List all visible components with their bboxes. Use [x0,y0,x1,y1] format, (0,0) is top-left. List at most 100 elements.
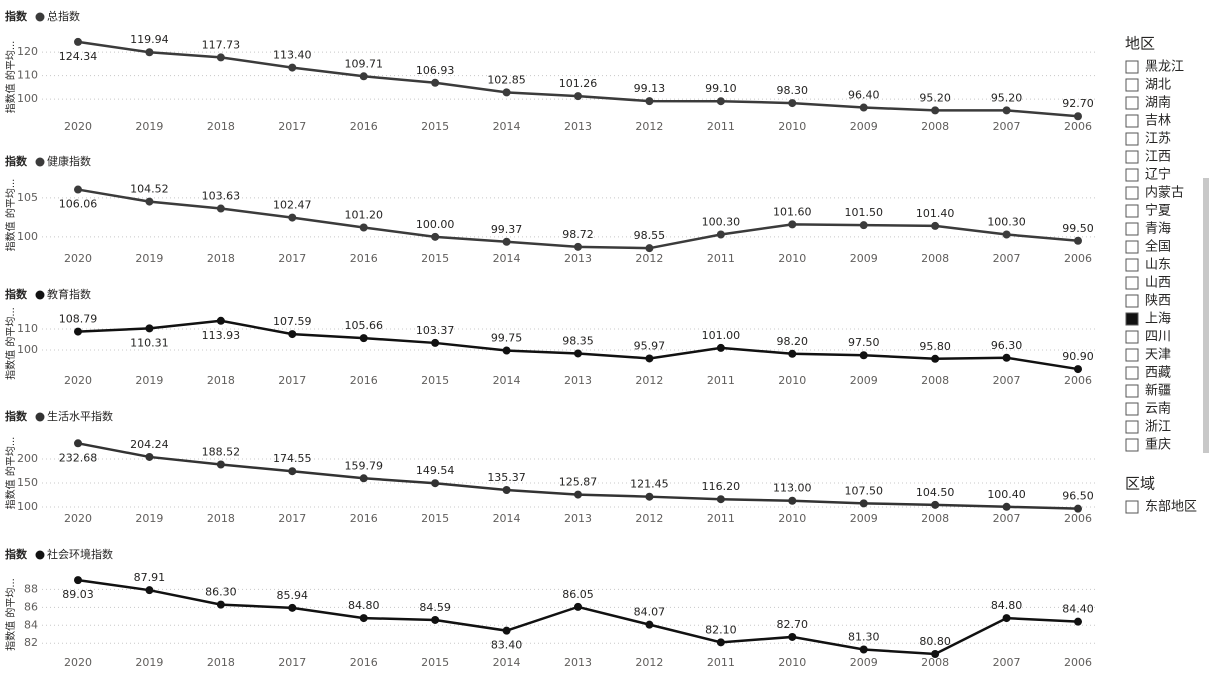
point [574,92,582,101]
checkbox[interactable] [1125,402,1139,416]
slicer-item-label[interactable]: 湖北 [1145,78,1171,93]
slicer-item-label[interactable]: 东部地区 [1145,500,1197,515]
slicer-item[interactable]: 吉林 [1125,114,1171,129]
point [216,600,225,609]
slicer-item[interactable]: 浙江 [1125,420,1171,435]
checkbox[interactable] [1125,276,1139,290]
checkbox[interactable] [1125,78,1139,92]
slicer-item-label[interactable]: 新疆 [1145,383,1171,399]
data-label: 107.50 [844,484,883,497]
legend-label: 生活水平指数 [47,409,113,423]
slicer-item[interactable]: 四川 [1125,330,1171,345]
checkbox[interactable] [1125,240,1139,254]
checkbox[interactable] [1125,222,1139,236]
point [788,349,797,358]
checkbox[interactable] [1125,500,1139,514]
checkbox[interactable] [1125,204,1139,218]
slicer-item-label[interactable]: 云南 [1145,401,1171,417]
point [716,343,725,352]
slicer-item[interactable]: 内蒙古 [1125,185,1184,201]
slicer-item-label[interactable]: 湖南 [1145,95,1171,111]
point [74,37,82,46]
slicer-item[interactable]: 山东 [1125,258,1171,273]
checkbox[interactable] [1125,438,1139,452]
slicer-item[interactable]: 云南 [1125,401,1171,417]
checkbox[interactable] [1125,294,1139,308]
chart-title: 指数 [5,547,28,561]
slicer-item-label[interactable]: 江西 [1145,150,1171,165]
point [359,72,368,81]
slicer-item-label[interactable]: 辽宁 [1145,167,1171,183]
checkbox[interactable] [1125,132,1139,146]
slicer-item[interactable]: 山西 [1125,276,1171,291]
slicer-item[interactable]: 上海 [1125,312,1171,327]
y-tick-label: 82 [24,636,38,649]
slicer-item-label[interactable]: 山东 [1145,258,1171,273]
x-tick-label: 2012 [635,252,663,265]
point [145,324,154,333]
checkbox[interactable] [1125,96,1139,110]
checkbox[interactable] [1125,114,1139,128]
slicer-item-label[interactable]: 上海 [1145,312,1171,327]
slicer-item-label[interactable]: 重庆 [1145,437,1171,453]
slicer-item[interactable]: 全国 [1125,239,1171,255]
slicer-item-label[interactable]: 黑龙江 [1145,60,1184,75]
slicer-item-label[interactable]: 青海 [1145,222,1171,237]
point [1002,353,1011,362]
data-label: 109.71 [344,57,383,70]
slicer-item-label[interactable]: 吉林 [1145,114,1171,129]
point [788,220,797,229]
x-tick-label: 2013 [564,252,592,265]
checkbox[interactable] [1125,330,1139,344]
checkbox[interactable] [1125,168,1139,182]
slicer-item[interactable]: 宁夏 [1125,203,1171,219]
slicer-item-label[interactable]: 陕西 [1145,294,1171,309]
slicer-item-label[interactable]: 内蒙古 [1145,185,1184,201]
data-label: 113.93 [202,329,241,342]
slicer-item[interactable]: 湖北 [1125,78,1171,93]
x-tick-label: 2015 [421,120,449,133]
x-tick-label: 2014 [493,656,521,669]
slicer-item-label[interactable]: 全国 [1145,239,1171,255]
data-label: 98.72 [562,228,594,241]
checkbox[interactable] [1125,312,1139,326]
checkbox[interactable] [1125,258,1139,272]
x-tick-label: 2008 [921,656,949,669]
slicer-item-label[interactable]: 宁夏 [1145,203,1171,219]
slicer-item[interactable]: 东部地区 [1125,500,1197,515]
slicer-item[interactable]: 辽宁 [1125,167,1171,183]
checkbox[interactable] [1125,420,1139,434]
legend-label: 总指数 [47,9,80,23]
scrollbar[interactable] [1203,178,1209,453]
slicer-item-label[interactable]: 西藏 [1145,366,1171,381]
y-axis-label: 指数值 的平均... [4,41,17,114]
slicer-item-label[interactable]: 山西 [1145,276,1171,291]
slicer-item-label[interactable]: 四川 [1145,330,1171,345]
checkbox[interactable] [1125,186,1139,200]
checkbox[interactable] [1125,384,1139,398]
data-label: 159.79 [344,459,383,472]
slicer-item[interactable]: 江西 [1125,150,1171,165]
slicer-item-label[interactable]: 天津 [1145,348,1171,363]
slicer-item[interactable]: 江苏 [1125,131,1171,147]
data-label: 98.35 [562,334,594,347]
checkbox[interactable] [1125,60,1139,74]
slicer-item[interactable]: 重庆 [1125,437,1171,453]
checkbox[interactable] [1125,150,1139,164]
slicer-item[interactable]: 新疆 [1125,383,1171,399]
slicer-item[interactable]: 陕西 [1125,294,1171,309]
slicer-item[interactable]: 天津 [1125,348,1171,363]
slicer-item[interactable]: 西藏 [1125,366,1171,381]
legend-label: 健康指数 [47,154,91,168]
slicer-item[interactable]: 青海 [1125,222,1171,237]
checkbox[interactable] [1125,366,1139,380]
slicer-item-label[interactable]: 浙江 [1145,420,1171,435]
slicer-item[interactable]: 湖南 [1125,95,1171,111]
point [574,490,582,499]
slicer-item[interactable]: 黑龙江 [1125,60,1184,75]
x-tick-label: 2013 [564,512,592,525]
data-label: 84.59 [419,601,451,614]
slicer-item-label[interactable]: 江苏 [1145,131,1171,147]
checkbox[interactable] [1125,348,1139,362]
point [1002,614,1011,623]
